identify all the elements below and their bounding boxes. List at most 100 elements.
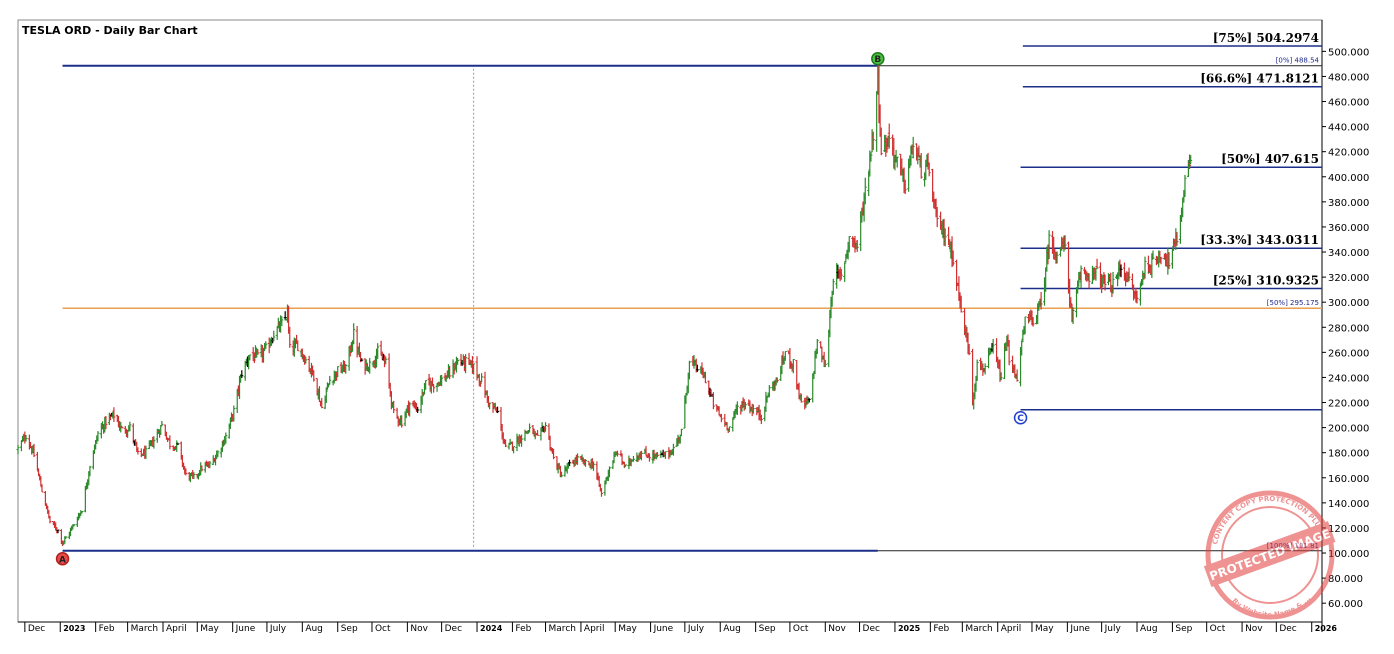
ohlc-bar: [655, 452, 659, 458]
ohlc-bar: [1127, 267, 1131, 282]
ohlc-bar: [1039, 292, 1043, 310]
ohlc-bar: [951, 250, 955, 266]
ohlc-bar: [1175, 232, 1179, 246]
ohlc-bar: [991, 338, 995, 354]
y-axis-ticks: 60.000 80.000 100.000 120.000 140.000 160.000…: [1322, 47, 1369, 610]
pivot-C: C: [1013, 410, 1028, 425]
ohlc-bar: [1047, 230, 1051, 260]
ohlc-bar: [719, 413, 723, 423]
ohlc-bar: [392, 400, 396, 414]
ohlc-bar: [751, 404, 755, 414]
y-tick-label: 320.000: [1328, 273, 1369, 284]
x-tick-label: Feb: [933, 624, 949, 634]
ohlc-bar: [927, 162, 931, 177]
ohlc-bar: [448, 365, 452, 380]
x-tick-label: Sep: [759, 624, 776, 634]
ohlc-bar: [807, 398, 811, 403]
ohlc-bar: [139, 448, 143, 458]
ohlc-bar: [160, 420, 164, 427]
ohlc-bar: [1076, 280, 1080, 294]
ohlc-bar: [1183, 174, 1187, 197]
ohlc-bar: [560, 471, 564, 478]
x-tick-label: 2025: [898, 624, 921, 633]
ohlc-bar: [831, 278, 835, 295]
x-tick-label: Sep: [341, 624, 358, 634]
y-tick-label: 120.000: [1328, 524, 1369, 535]
ohlc-bar: [1007, 339, 1011, 366]
ohlc-bar: [56, 529, 60, 534]
y-tick-label: 160.000: [1328, 474, 1369, 485]
ohlc-bar: [488, 402, 492, 410]
ohlc-bar: [1111, 271, 1115, 294]
ohlc-bar: [376, 343, 380, 359]
ohlc-bar: [735, 401, 739, 416]
ohlc-bar: [959, 295, 963, 313]
ohlc-bar: [472, 363, 476, 375]
ohlc-bar: [267, 337, 271, 354]
x-tick-label: April: [166, 624, 187, 634]
ohlc-bar: [400, 415, 404, 428]
svg-text:B: B: [874, 55, 881, 65]
ohlc-bar: [799, 393, 803, 403]
ohlc-bar: [879, 127, 883, 156]
ohlc-bar: [1023, 316, 1027, 335]
y-tick-label: 180.000: [1328, 449, 1369, 460]
fib-level-label: [75%] 504.2974: [1213, 31, 1319, 45]
y-tick-label: 360.000: [1328, 223, 1369, 234]
x-tick-label: Nov: [1245, 624, 1263, 634]
fib-level-label: [33.3%] 343.0311: [1200, 233, 1319, 247]
ohlc-bar: [352, 323, 356, 345]
ohlc-bar: [903, 179, 907, 195]
ohlc-bar: [1159, 256, 1163, 265]
y-tick-label: 200.000: [1328, 424, 1369, 435]
ohlc-bar: [895, 156, 899, 168]
ohlc-bar: [368, 358, 372, 374]
x-tick-label: Feb: [99, 624, 115, 634]
ohlc-bar: [48, 515, 52, 524]
y-tick-label: 400.000: [1328, 173, 1369, 184]
horizontal-lines: [62, 45, 1322, 552]
x-tick-label: March: [131, 624, 158, 634]
price-bars: [16, 60, 1193, 547]
ohlc-bar: [631, 455, 635, 462]
ohlc-bar: [152, 436, 156, 449]
ohlc-bar: [430, 377, 434, 386]
ohlc-bar: [232, 405, 236, 422]
ohlc-bar: [1071, 307, 1075, 325]
ohlc-bar: [935, 206, 939, 228]
ohlc-bar: [999, 372, 1003, 381]
ohlc-bar: [767, 385, 771, 398]
ohlc-bar: [184, 468, 188, 476]
ohlc-bar: [536, 430, 540, 436]
x-tick-label: May: [1035, 624, 1054, 634]
ohlc-bar: [112, 407, 116, 422]
ohlc-bar: [248, 354, 252, 361]
x-tick-label: Oct: [1210, 624, 1226, 634]
y-tick-label: 420.000: [1328, 148, 1369, 159]
pivot-B: B: [871, 51, 885, 66]
ohlc-bar: [599, 488, 603, 497]
ohlc-bar: [783, 351, 787, 361]
x-tick-label: May: [200, 624, 219, 634]
y-tick-label: 380.000: [1328, 198, 1369, 209]
ohlc-bar: [823, 359, 827, 368]
ohlc-bar: [911, 136, 915, 159]
ohlc-bar: [480, 373, 484, 383]
ohlc-bar: [432, 384, 436, 393]
ohlc-bar: [288, 326, 292, 348]
ohlc-bar: [591, 461, 595, 471]
ohlc-bar: [240, 370, 244, 378]
x-tick-label: Aug: [723, 624, 741, 634]
x-tick-label: June: [653, 624, 674, 634]
ohlc-bar: [871, 131, 875, 150]
x-tick-label: 2024: [480, 624, 503, 633]
ohlc-bar: [1063, 235, 1067, 250]
ohlc-bar: [272, 330, 276, 342]
ohlc-bar: [528, 423, 532, 433]
y-tick-label: 60.000: [1328, 599, 1363, 610]
ohlc-bar: [975, 359, 979, 381]
ohlc-bar: [1143, 256, 1147, 279]
ohlc-bar: [1119, 264, 1123, 278]
ohlc-bar: [1103, 274, 1107, 291]
